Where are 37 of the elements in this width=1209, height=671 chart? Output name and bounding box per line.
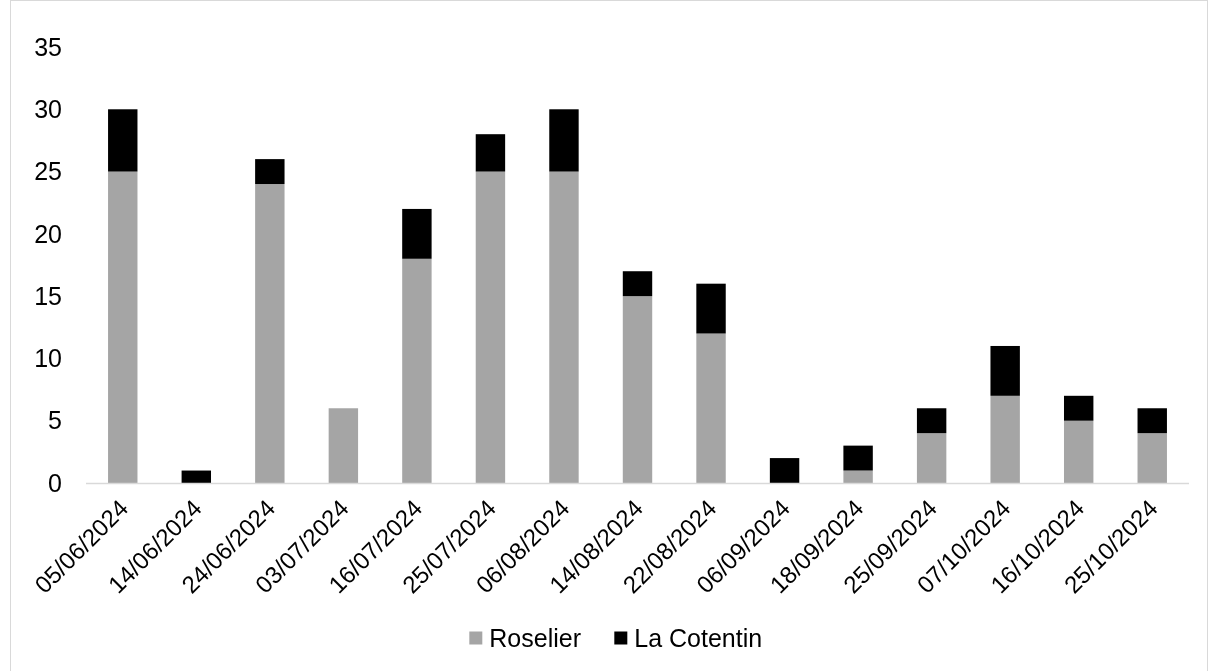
bar xyxy=(916,408,947,434)
bar xyxy=(1137,408,1167,434)
bar xyxy=(549,109,579,172)
bar xyxy=(990,345,1020,396)
legend-label: La Cotentin xyxy=(634,623,763,652)
bar xyxy=(843,470,873,483)
y-tick-label: 20 xyxy=(34,219,62,248)
bar xyxy=(990,395,1020,483)
bar xyxy=(1137,433,1167,483)
bar xyxy=(108,171,138,483)
bar xyxy=(1063,420,1094,483)
bar xyxy=(328,408,359,483)
bar xyxy=(255,184,285,483)
bar xyxy=(622,296,653,483)
y-tick-label: 0 xyxy=(48,468,62,497)
y-tick-label: 30 xyxy=(34,95,62,124)
y-tick-label: 10 xyxy=(34,344,62,373)
y-tick-label: 35 xyxy=(34,32,62,61)
bar xyxy=(402,258,432,483)
bar xyxy=(402,208,432,259)
bar xyxy=(843,445,873,471)
bar xyxy=(181,470,212,483)
bar xyxy=(696,333,726,483)
bar xyxy=(1063,395,1094,421)
bar xyxy=(549,171,579,483)
bar xyxy=(622,271,653,297)
y-tick-label: 5 xyxy=(48,406,62,435)
bar xyxy=(255,159,285,185)
legend-label: Roselier xyxy=(489,623,582,652)
bar xyxy=(475,134,506,172)
bar xyxy=(696,283,726,334)
bar xyxy=(475,171,506,483)
bar xyxy=(108,109,138,172)
y-tick-label: 25 xyxy=(34,157,62,186)
bar xyxy=(916,433,947,483)
bar xyxy=(769,458,800,483)
y-tick-label: 15 xyxy=(34,281,62,310)
